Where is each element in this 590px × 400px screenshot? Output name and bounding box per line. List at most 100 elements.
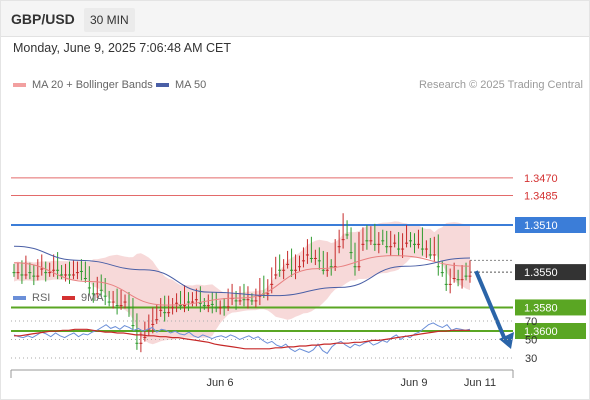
candle-body bbox=[186, 301, 190, 303]
candle-body bbox=[290, 269, 294, 271]
candle-body bbox=[214, 307, 218, 309]
level-box-1.3580 bbox=[515, 299, 586, 316]
candle-body bbox=[357, 266, 361, 268]
ma50-swatch bbox=[156, 83, 169, 87]
rsi-ma-line bbox=[14, 328, 470, 350]
projection-arrow-shaft bbox=[474, 270, 508, 343]
level-box-1.3510 bbox=[515, 217, 586, 233]
candle-body bbox=[71, 274, 75, 276]
candle-body bbox=[218, 307, 222, 309]
top-bar: GBP/USD 30 MIN bbox=[1, 1, 589, 37]
candle-body bbox=[361, 243, 365, 245]
candle-body bbox=[349, 252, 353, 254]
candle-body bbox=[428, 254, 432, 256]
candle-body bbox=[309, 257, 313, 259]
candle-body bbox=[286, 263, 290, 265]
level-label-1.3485: 1.3485 bbox=[524, 191, 558, 203]
current-price-label: 1.3550 bbox=[524, 267, 558, 279]
candle-body bbox=[226, 306, 230, 308]
timestamp: Monday, June 9, 2025 7:06:48 AM CET bbox=[13, 41, 231, 55]
candle-body bbox=[412, 243, 416, 245]
candle-body bbox=[468, 275, 472, 277]
candle-body bbox=[36, 275, 40, 277]
candle-body bbox=[222, 306, 226, 308]
candle-body bbox=[440, 272, 444, 274]
candle-body bbox=[198, 302, 202, 304]
legend-ma20-label: MA 20 + Bollinger Bands bbox=[32, 79, 153, 91]
candle-body bbox=[250, 300, 254, 302]
candle-body bbox=[409, 240, 413, 242]
rsi-line bbox=[13, 322, 471, 355]
candle-body bbox=[64, 274, 68, 276]
rsi-tick-70: 70 bbox=[525, 316, 537, 328]
candle-body bbox=[44, 272, 48, 274]
candle-body bbox=[254, 300, 258, 302]
candle-body bbox=[103, 295, 107, 297]
rsi-tick-30: 30 bbox=[525, 353, 537, 365]
bollinger-bands bbox=[14, 221, 470, 345]
candle-body bbox=[12, 272, 16, 274]
candle-body bbox=[68, 274, 72, 276]
candle-body bbox=[452, 278, 456, 279]
timeframe-badge[interactable]: 30 MIN bbox=[84, 8, 135, 32]
candle-body bbox=[424, 248, 428, 250]
candle-body bbox=[329, 266, 333, 268]
candle-body bbox=[294, 269, 298, 271]
candle-body bbox=[87, 287, 91, 289]
candle-body bbox=[32, 275, 36, 277]
instrument-title: GBP/USD bbox=[11, 11, 75, 27]
candle-body bbox=[377, 243, 381, 245]
candle-body bbox=[381, 240, 385, 242]
candle-body bbox=[234, 300, 238, 302]
candle-body bbox=[127, 307, 131, 309]
candle-body bbox=[159, 309, 163, 311]
legend-rsi-label: RSI bbox=[32, 292, 51, 304]
projection-arrow-head bbox=[499, 332, 514, 349]
candle-body bbox=[436, 266, 440, 268]
candle-body bbox=[40, 268, 44, 270]
candle-body bbox=[179, 305, 183, 307]
candle-body bbox=[341, 239, 345, 241]
candle-body bbox=[420, 248, 424, 250]
candle-body bbox=[373, 243, 377, 245]
candle-body bbox=[242, 299, 246, 301]
current-price-box bbox=[515, 264, 586, 281]
candle-body bbox=[83, 278, 87, 279]
legend-ma50: MA 50 bbox=[156, 79, 206, 91]
candle-body bbox=[119, 305, 123, 307]
candle-body bbox=[95, 293, 99, 295]
legend-9ma-label: 9MA bbox=[81, 292, 104, 304]
candle-body bbox=[56, 269, 60, 271]
candle-body bbox=[258, 295, 262, 297]
candle-body bbox=[397, 248, 401, 250]
candle-body bbox=[448, 283, 452, 285]
candle-body bbox=[60, 274, 64, 276]
candle-body bbox=[464, 275, 468, 277]
candle-body bbox=[416, 243, 420, 245]
credit-text: Research © 2025 Trading Central bbox=[418, 79, 583, 91]
ma20-swatch bbox=[13, 83, 26, 87]
ma50-line bbox=[13, 245, 471, 297]
candle-body bbox=[321, 269, 325, 271]
x-tick-Jun-6: Jun 6 bbox=[207, 377, 234, 389]
candle-body bbox=[393, 242, 397, 244]
candle-body bbox=[206, 305, 210, 307]
candle-body bbox=[337, 246, 341, 248]
candle-body bbox=[190, 301, 194, 303]
candle-body bbox=[16, 272, 20, 274]
candle-body bbox=[111, 301, 115, 303]
candle-body bbox=[151, 323, 155, 325]
x-tick-Jun-9: Jun 9 bbox=[401, 377, 428, 389]
candle-body bbox=[139, 342, 143, 344]
candle-body bbox=[171, 307, 175, 309]
candle-body bbox=[28, 272, 32, 274]
legend-ma20: MA 20 + Bollinger Bands bbox=[13, 79, 153, 91]
candle-body bbox=[20, 274, 24, 276]
candle-body bbox=[123, 301, 127, 303]
candle-body bbox=[135, 342, 139, 344]
candle-body bbox=[163, 312, 167, 314]
candle-body bbox=[210, 303, 214, 305]
candle-body bbox=[401, 248, 405, 250]
candle-body bbox=[305, 254, 309, 256]
candle-body bbox=[52, 269, 56, 271]
